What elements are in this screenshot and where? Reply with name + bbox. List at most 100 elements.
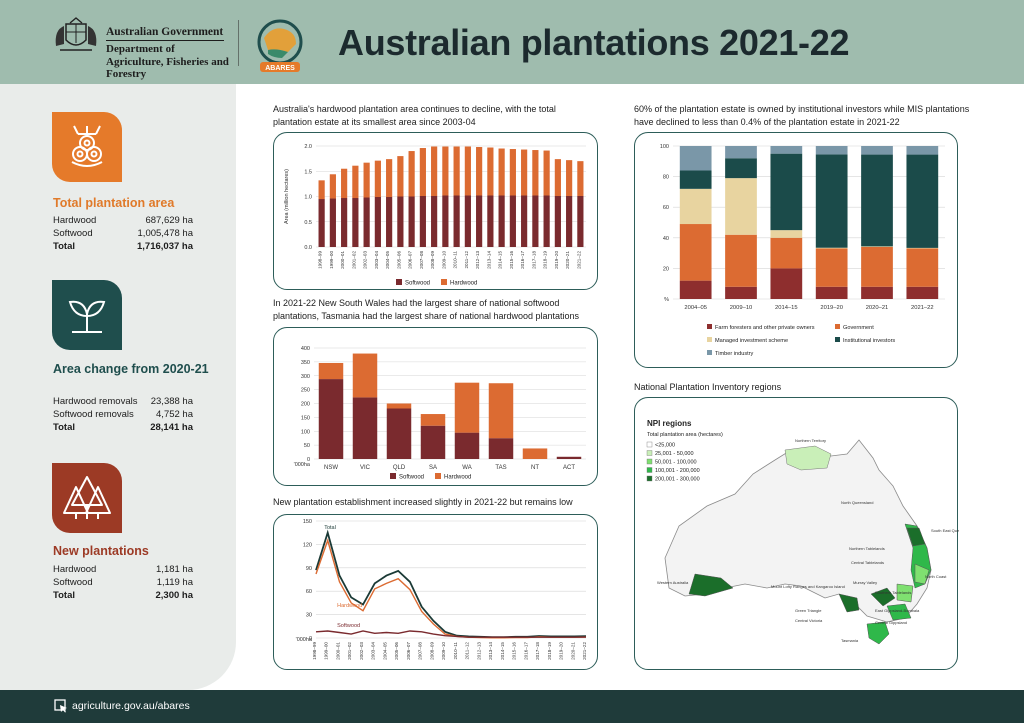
bar-hardwood — [442, 146, 449, 196]
y-tick-label: 100 — [301, 429, 310, 435]
x-tick-label: 2020–21 — [570, 642, 575, 660]
x-tick-label: 2003–04 — [371, 642, 376, 660]
bar-hardwood — [386, 159, 393, 198]
bar-softwood — [363, 197, 370, 247]
map-title: National Plantation Inventory regions — [634, 382, 782, 392]
bar-hardwood — [522, 448, 548, 459]
x-tick-label: 2010–11 — [453, 251, 458, 269]
x-tick-label: 2018–19 — [547, 642, 552, 660]
region-label: South East Queensland — [931, 528, 959, 533]
bar-softwood — [554, 195, 561, 247]
bar-timber — [679, 146, 712, 171]
bar-hardwood — [566, 160, 573, 196]
legend-swatch — [835, 337, 840, 342]
bar-institutional — [906, 154, 939, 248]
y-tick-label: 60 — [663, 205, 669, 211]
legend-swatch — [390, 473, 396, 479]
x-tick-label: 2021–22 — [911, 305, 934, 311]
x-tick-label: 2014–15 — [500, 642, 505, 660]
bar-softwood — [352, 397, 378, 459]
y-tick-label: 20 — [663, 266, 669, 272]
footer-url-link[interactable]: agriculture.gov.au/abares — [72, 700, 190, 712]
y-axis-label: Area (million hectares) — [284, 169, 290, 224]
area-chart-panel: 0.0 0.5 1.0 1.5 2.0 Area (million hectares) 19… — [273, 132, 598, 290]
bar-softwood — [543, 195, 550, 247]
region-label: East Gippsland-Bombala — [875, 608, 920, 613]
y-tick-label: 30 — [306, 613, 312, 619]
x-tick-label: 2006–07 — [406, 642, 411, 660]
header-banner: Australian Government Department of Agri… — [0, 0, 1024, 84]
legend-swatch — [835, 324, 840, 329]
stat-row: Hardwood removals 23,388 ha — [53, 396, 193, 407]
bar-hardwood — [431, 146, 438, 196]
y-tick-label: 150 — [301, 415, 310, 421]
y-tick-label: % — [664, 297, 669, 303]
x-tick-label: 2001–02 — [347, 642, 352, 660]
legend-label: 50,001 - 100,000 — [655, 460, 697, 466]
bar-farm — [815, 286, 848, 299]
region-label: North Queensland — [841, 500, 873, 505]
x-tick-label: 2008–09 — [430, 251, 435, 269]
abares-logo-text: ABARES — [265, 65, 295, 72]
x-tick-label: ACT — [563, 465, 575, 471]
bar-government — [679, 224, 712, 281]
region-label: Green Triangle — [795, 608, 822, 613]
x-tick-label: 2011–12 — [464, 251, 469, 269]
legend-swatch — [646, 458, 653, 465]
bar-hardwood — [374, 160, 381, 198]
legend-swatch — [707, 350, 712, 355]
bar-mis — [861, 246, 893, 247]
bar-softwood — [318, 379, 344, 459]
legend-label: Government — [843, 325, 874, 331]
y-tick-label: 50 — [304, 443, 310, 449]
seedling-icon — [68, 300, 106, 333]
x-tick-label: 2012–13 — [476, 642, 481, 660]
x-tick-label: VIC — [360, 465, 371, 471]
bar-hardwood — [318, 180, 325, 200]
stat-row: Hardwood 687,629 ha — [53, 215, 193, 226]
bar-mis — [679, 188, 712, 225]
bar-softwood — [341, 198, 348, 247]
npi-map: NPI regions Total plantation area (hecta… — [646, 419, 959, 645]
region-label: Southern Tablelands — [875, 590, 911, 595]
legend-swatch — [435, 473, 441, 479]
y-tick-label: 1.5 — [304, 169, 312, 175]
region-label: Mount Lofty Ranges and Kangaroo Island — [771, 584, 845, 589]
bar-hardwood — [352, 353, 378, 398]
x-tick-label: 2020–21 — [866, 305, 889, 311]
tablelands-region — [896, 583, 914, 603]
region-label: Northern Territory — [795, 438, 826, 443]
y-tick-label: 100 — [660, 144, 669, 150]
legend-label: Institutional investors — [843, 338, 895, 344]
new-plantations-tile — [52, 463, 122, 533]
region-label: Tasmania — [841, 638, 859, 643]
series-label: Total — [324, 525, 336, 531]
area-chart-title: Australia's hardwood plantation area con… — [273, 104, 556, 127]
x-tick-label: 2014–15 — [498, 251, 503, 269]
bar-softwood — [329, 198, 336, 247]
y-tick-label: 40 — [663, 236, 669, 242]
x-tick-label: 2021–22 — [576, 251, 581, 269]
department-name: Department of Agriculture, Fisheries and… — [106, 43, 229, 80]
stat-row: Softwood 1,005,478 ha — [53, 228, 193, 239]
area-change-title: Area change from 2020-21 — [53, 362, 209, 376]
bar-hardwood — [488, 383, 514, 439]
bar-hardwood — [532, 150, 539, 196]
bar-farm — [861, 286, 893, 299]
western-australia-region — [688, 573, 734, 597]
bar-softwood — [374, 197, 381, 247]
x-tick-label: NT — [531, 465, 539, 471]
x-tick-label: 2016–17 — [523, 642, 528, 660]
bar-softwood — [420, 425, 446, 459]
legend-label: Softwood — [405, 281, 430, 287]
bar-government — [725, 234, 757, 287]
bar-government — [861, 246, 893, 287]
bar-softwood — [509, 195, 516, 247]
bar-hardwood — [487, 147, 494, 196]
bar-farm — [906, 286, 939, 299]
bar-hardwood — [453, 146, 460, 196]
region-label: North Coast — [925, 574, 947, 579]
bar-hardwood — [397, 156, 404, 197]
x-tick-label: 1998–99 — [312, 642, 317, 660]
legend-swatch — [441, 279, 447, 285]
